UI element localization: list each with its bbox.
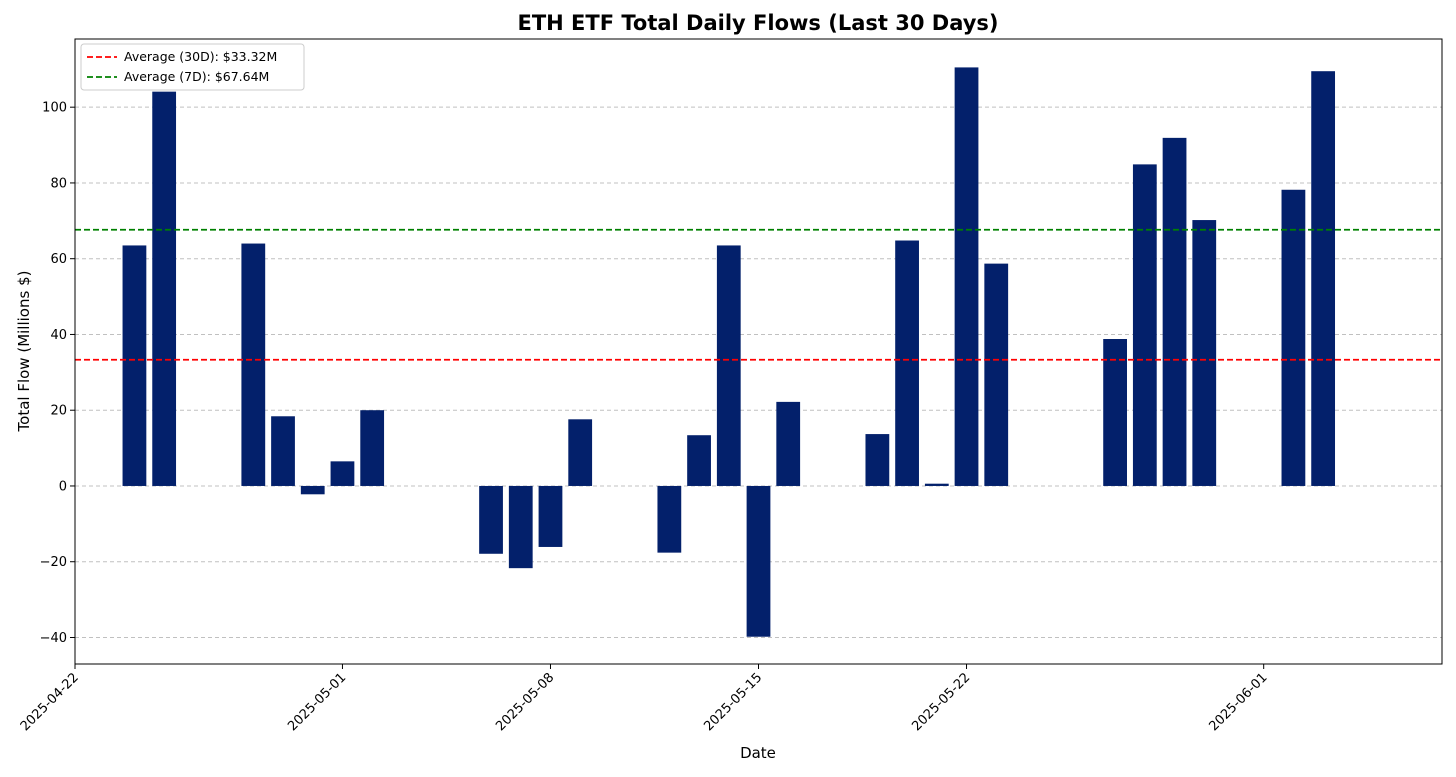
- bar-2025-05-22: [954, 67, 979, 486]
- x-tick-label: 2025-05-15: [701, 670, 765, 734]
- x-tick-label: 2025-06-01: [1206, 670, 1270, 734]
- bar-2025-05-15: [746, 485, 771, 637]
- bar-2025-05-28: [1132, 164, 1157, 486]
- legend-label-30d: Average (30D): $33.32M: [124, 49, 277, 64]
- bar-2025-05-16: [776, 401, 801, 486]
- bar-2025-05-01: [330, 461, 355, 486]
- bar-2025-05-27: [1103, 339, 1127, 486]
- bar-2025-05-08: [538, 485, 563, 547]
- bar-2025-05-07: [508, 485, 533, 569]
- bar-2025-04-29: [271, 416, 295, 486]
- legend: Average (30D): $33.32M Average (7D): $67…: [80, 43, 305, 91]
- y-tick-label: −20: [40, 555, 67, 570]
- y-tick-label: −40: [40, 631, 67, 646]
- bar-2025-05-06: [479, 485, 503, 554]
- x-axis-label: Date: [740, 744, 776, 762]
- y-tick-label: 60: [50, 252, 67, 267]
- legend-box: [80, 43, 305, 91]
- bar-2025-05-30: [1192, 220, 1217, 486]
- x-tick-label: 2025-04-22: [18, 670, 82, 734]
- bar-2025-06-03: [1311, 71, 1336, 486]
- bar-2025-05-12: [657, 485, 682, 553]
- bar-2025-06-02: [1281, 189, 1306, 486]
- y-tick-label: 80: [50, 176, 67, 191]
- bar-2025-05-29: [1162, 137, 1187, 486]
- bar-2025-05-02: [360, 410, 385, 486]
- y-tick-label: 0: [59, 479, 67, 494]
- x-tick-label: 2025-05-22: [909, 670, 973, 734]
- bar-2025-05-14: [716, 245, 741, 486]
- bar-2025-05-19: [865, 434, 890, 486]
- x-tick-label: 2025-05-01: [285, 670, 349, 734]
- bar-2025-05-09: [568, 419, 593, 486]
- bar-2025-04-28: [241, 243, 266, 486]
- bar-2025-04-30: [300, 485, 325, 495]
- y-tick-label: 100: [42, 101, 67, 116]
- x-tick-label: 2025-05-08: [493, 670, 557, 734]
- bar-2025-05-20: [895, 240, 919, 486]
- bars: [122, 67, 1336, 637]
- y-axis-label: Total Flow (Millions $): [15, 271, 33, 433]
- x-axis-ticks: 2025-04-22 2025-05-01 2025-05-08 2025-05-15…: [18, 664, 1271, 734]
- bar-2025-04-25: [152, 91, 177, 486]
- legend-label-7d: Average (7D): $67.64M: [124, 69, 269, 84]
- y-tick-label: 40: [50, 328, 67, 343]
- y-axis-ticks: −40 −20 0 20 40 60 80 100: [40, 101, 75, 646]
- bar-2025-05-21: [924, 483, 949, 486]
- reference-lines: [75, 228, 1442, 361]
- y-tick-label: 20: [50, 404, 67, 419]
- bar-2025-04-24: [122, 245, 147, 486]
- bar-2025-05-23: [984, 263, 1009, 486]
- chart-title: ETH ETF Total Daily Flows (Last 30 Days): [517, 11, 998, 35]
- bar-2025-05-13: [687, 435, 711, 486]
